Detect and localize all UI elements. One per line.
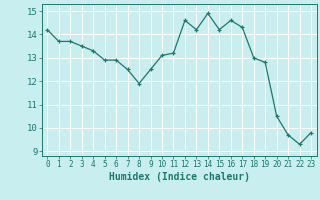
X-axis label: Humidex (Indice chaleur): Humidex (Indice chaleur) (109, 172, 250, 182)
